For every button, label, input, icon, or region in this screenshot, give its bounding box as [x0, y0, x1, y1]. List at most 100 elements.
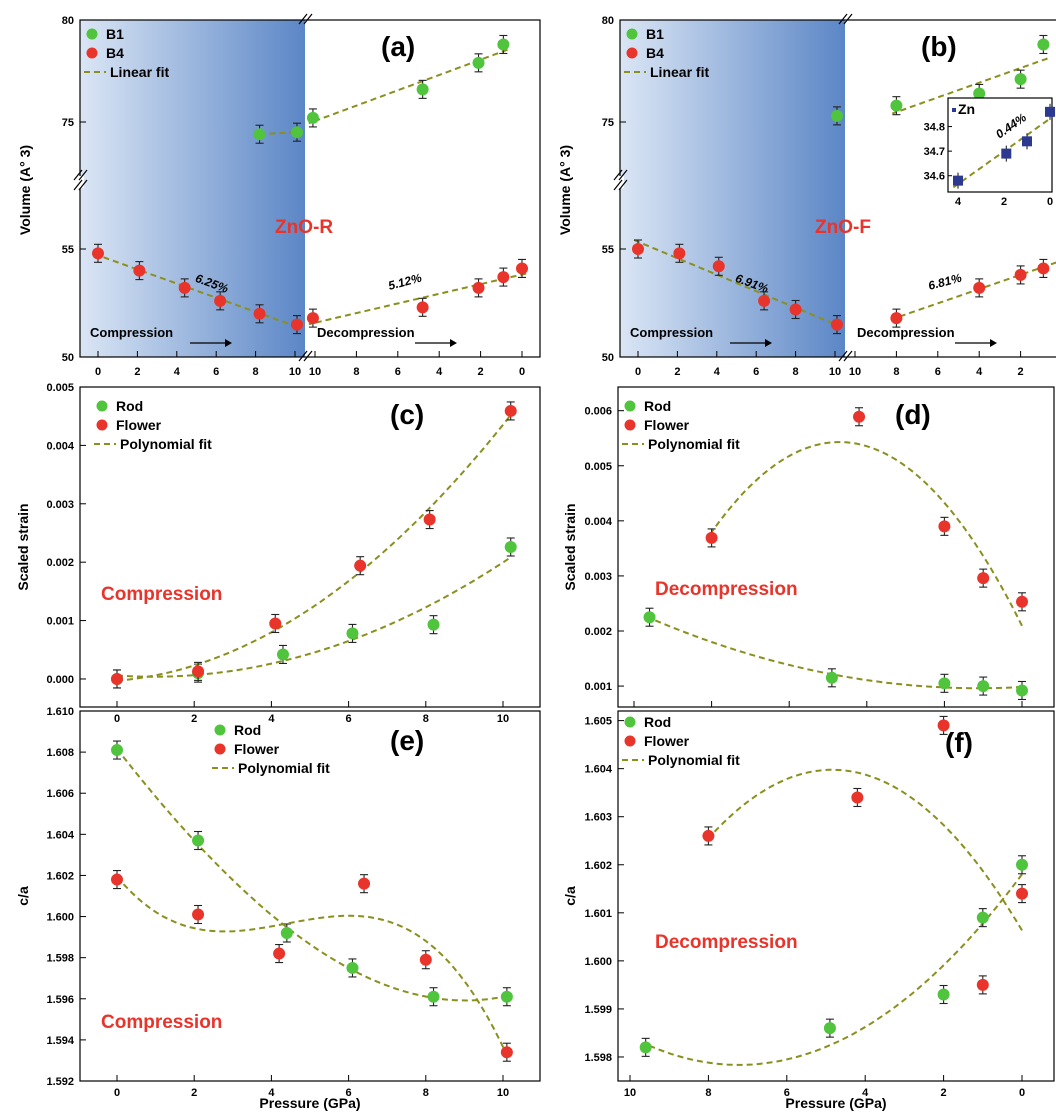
legend-label: Linear fit [110, 64, 169, 80]
point-marker [500, 1046, 513, 1059]
data-point-b4 [830, 315, 843, 335]
data-point-b1 [290, 122, 303, 142]
legend-marker [86, 47, 98, 59]
point-marker [111, 873, 123, 886]
point-marker [290, 318, 303, 331]
fit-line [707, 768, 1023, 931]
x-tick-label: 6 [346, 1087, 352, 1099]
break-slash [838, 13, 848, 25]
legend-label: B1 [646, 26, 664, 42]
data-point-flower [111, 870, 123, 890]
inset-y-tick-label: 34.7 [924, 146, 945, 158]
legend: Rod Flower Polynomial fit [622, 714, 740, 768]
fit-line [116, 875, 508, 1056]
y-tick-label: 0.002 [46, 557, 74, 569]
point-marker [178, 281, 191, 294]
data-point-flower [504, 401, 517, 421]
axis-break [298, 13, 313, 25]
sample-label: ZnO-R [275, 217, 333, 238]
y-tick-label: 50 [602, 352, 614, 364]
data-point-b4 [497, 267, 510, 287]
y-tick-label: 1.600 [584, 956, 612, 968]
y-tick-label: 1.598 [584, 1052, 612, 1064]
data-point-b4 [673, 243, 686, 263]
point-marker [973, 281, 986, 294]
x-tick-label: 0 [519, 366, 525, 378]
x-tick-label: 8 [705, 1087, 711, 1099]
point-marker [712, 260, 725, 273]
point-marker [192, 834, 205, 847]
data-point-rod [427, 615, 440, 635]
x-tick-label: 8 [893, 366, 899, 378]
point-marker [306, 111, 319, 124]
data-point-rod [346, 958, 359, 978]
inset-legend-label: Zn [958, 101, 975, 117]
inset-x-tick-label: 4 [955, 196, 962, 208]
data-point-flower [358, 874, 371, 894]
x-tick-label: 6 [213, 366, 219, 378]
y-tick-label: 1.602 [46, 870, 74, 882]
x-tick-label: 4 [268, 1087, 275, 1099]
legend-label: Polynomial fit [238, 760, 330, 776]
y-tick-label: 80 [602, 15, 614, 27]
x-tick-label: 2 [941, 1087, 947, 1099]
data-point-b4 [890, 308, 903, 328]
break-slash [843, 13, 853, 25]
inset-background [948, 98, 1052, 192]
legend-label: Flower [116, 417, 162, 433]
y-tick-label: 0.001 [584, 681, 612, 693]
data-point-rod [823, 1018, 836, 1038]
x-tick-label: 6 [753, 366, 759, 378]
y-axis-label: c/a [15, 886, 31, 906]
y-tick-label: 1.599 [584, 1004, 612, 1016]
data-point-b4 [1014, 265, 1027, 285]
data-point-rod [280, 923, 293, 943]
axis-break [613, 179, 628, 191]
panel-b: 80 75 55 50 Volume (A° 3) 0 2 4 6 8 10 10 8 6 4 2 0 B1 B4 L… [557, 13, 1056, 378]
data-point-b4 [1037, 258, 1050, 278]
point-marker [938, 520, 951, 533]
x-tick-label: 8 [253, 366, 259, 378]
x-tick-label: 0 [114, 713, 120, 725]
data-point-rod [977, 676, 990, 696]
legend-marker [214, 724, 226, 736]
point-marker [823, 1022, 836, 1035]
inset-data-point [953, 172, 963, 189]
sample-label: ZnO-F [815, 217, 871, 238]
x-tick-label: 6 [935, 366, 941, 378]
x-tick-label: 4 [436, 366, 443, 378]
x-tick-label: 6 [346, 713, 352, 725]
panel-e: 1.592 1.594 1.596 1.598 1.600 1.602 1.604 1.606… [15, 706, 541, 1111]
data-point-b4 [214, 291, 227, 311]
y-axis-label: Scaled strain [562, 503, 578, 590]
point-marker [976, 911, 989, 924]
annotation-label: Compression [101, 1012, 222, 1033]
point-marker [273, 947, 286, 960]
data-point-flower [705, 528, 718, 548]
y-axis-label: Volume (A° 3) [557, 145, 573, 235]
plot-frame [79, 386, 541, 708]
y-tick-label: 50 [62, 352, 74, 364]
point-marker [504, 404, 517, 417]
break-slash [838, 350, 848, 362]
break-slash [613, 169, 623, 181]
y-tick-label: 1.601 [584, 908, 612, 920]
panel-d: 0.001 0.002 0.003 0.004 0.005 0.006 Scaled str… [562, 386, 1055, 708]
compression-label: Compression [630, 325, 713, 340]
y-tick-label: 0.002 [584, 626, 612, 638]
legend-label: Flower [644, 417, 690, 433]
legend-label: B4 [646, 45, 664, 61]
point-marker [825, 671, 838, 684]
point-marker [1014, 268, 1027, 281]
data-point-flower [273, 944, 286, 964]
data-point-rod [937, 984, 950, 1005]
point-marker [253, 128, 266, 141]
data-point-flower [976, 975, 989, 995]
data-point-b1 [1037, 34, 1050, 55]
data-point-b1 [416, 79, 429, 99]
panel-label: (c) [390, 399, 424, 430]
inset-frame [947, 97, 1053, 193]
fit-line [308, 272, 527, 326]
data-point-b1 [472, 53, 485, 73]
